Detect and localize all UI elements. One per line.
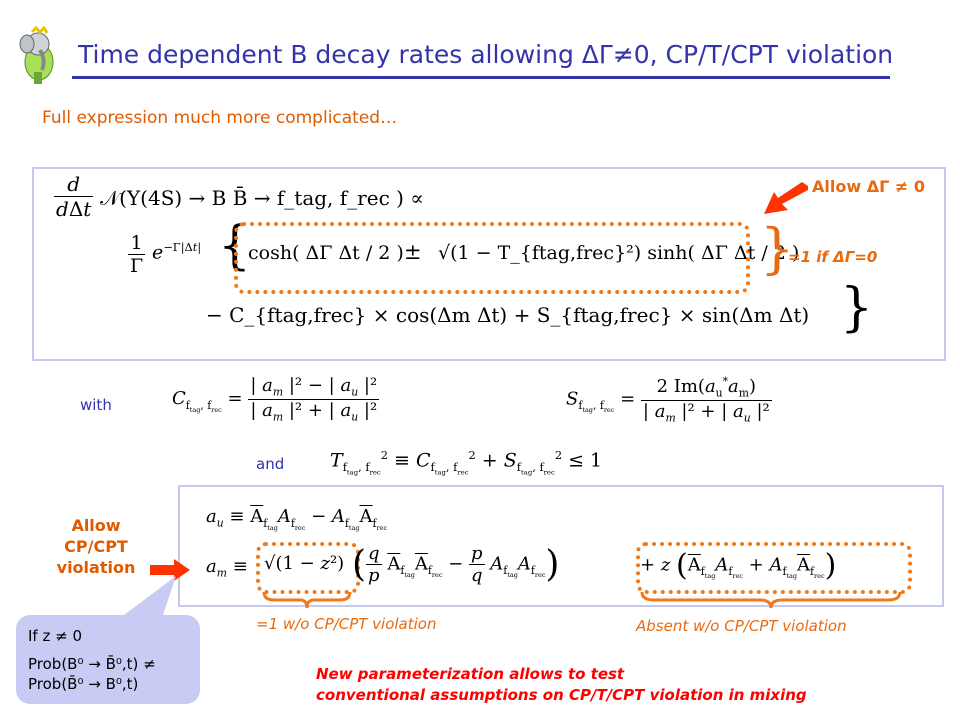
eq-z-term: + z (AftagAfrec + AftagAfrec) xyxy=(640,548,837,583)
note-allow-delta-gamma: Allow ΔΓ ≠ 0 xyxy=(812,177,925,196)
dotted-highlight-cosh xyxy=(234,222,750,294)
eq-t-definition: Tftag, frec2 ≡ Cftag, frec2 + Sftag, fre… xyxy=(330,448,603,477)
title-underline xyxy=(72,76,890,79)
callout-pointer xyxy=(112,574,182,620)
orange-right-brace: } xyxy=(760,217,795,280)
orange-underbrace-right xyxy=(640,590,902,610)
arrow-right-icon xyxy=(150,559,190,581)
note-equals-one-if-dg-zero: =1 if ΔΓ=0 xyxy=(788,248,878,266)
dotted-highlight-z-term xyxy=(636,542,912,594)
rate-equation-box xyxy=(32,167,946,361)
page-title: Time dependent B decay rates allowing ΔΓ… xyxy=(78,40,894,69)
orange-underbrace-left xyxy=(262,590,352,610)
label-and: and xyxy=(256,455,285,473)
note-new-param-1: New parameterization allows to test xyxy=(316,665,625,683)
eq-am-lhs: am ≡ xyxy=(206,556,248,580)
subtitle: Full expression much more complicated… xyxy=(42,108,398,128)
note-allow-cpt-violation: Allow CP/CPT violation xyxy=(56,516,136,577)
eq-sqrt-sinh-term: √(1 − T_{ftag,frec}²) sinh( ΔΓ Δt / 2 ) xyxy=(438,242,800,264)
arrow-down-left-icon xyxy=(762,182,810,218)
eq-sqrt-one-minus-z2: √(1 − z²) xyxy=(264,553,345,574)
label-with: with xyxy=(80,396,112,414)
eq-closing-brace: } xyxy=(840,278,874,338)
eq-plus-minus: ± xyxy=(404,240,422,264)
note-absent-wo-cpt: Absent w/o CP/CPT violation xyxy=(636,617,847,635)
eq-c-definition: Cftag, frec = | am |² − | au |² | am |² +… xyxy=(172,375,380,424)
eq-exponential: e−Γ|Δt| xyxy=(152,240,202,264)
dotted-highlight-sqrt xyxy=(256,542,360,594)
eq-derivative: d dΔt xyxy=(54,172,94,221)
callout-line-2: Prob(B⁰ → B̄⁰,t) ≠ xyxy=(28,655,156,673)
note-equals-one-wo-cpt: =1 w/o CP/CPT violation xyxy=(256,615,437,633)
eq-s-definition: Sftag, frec = 2 Im(au*am) | am |² + | au … xyxy=(566,375,772,425)
callout-line-1: If z ≠ 0 xyxy=(28,627,82,645)
note-new-param-2: conventional assumptions on CP/T/CPT vio… xyxy=(316,686,807,704)
amplitude-equation-box xyxy=(178,485,944,607)
callout-z-nonzero xyxy=(16,615,200,704)
eq-au-definition: au ≡ AftagAfrec − AftagAfrec xyxy=(206,506,388,532)
eq-cos-sin-line: − C_{ftag,frec} × cos(Δm Δt) + S_{ftag,f… xyxy=(206,303,810,327)
callout-line-3: Prob(B̄⁰ → B⁰,t) xyxy=(28,675,139,693)
logo-elephant-icon xyxy=(16,25,62,88)
eq-rate-text: 𝒩(Υ(4S) → B B̄ → f_tag, f_rec ) ∝ xyxy=(100,186,424,210)
eq-cosh-term: cosh( ΔΓ Δt / 2 ) xyxy=(248,242,404,264)
